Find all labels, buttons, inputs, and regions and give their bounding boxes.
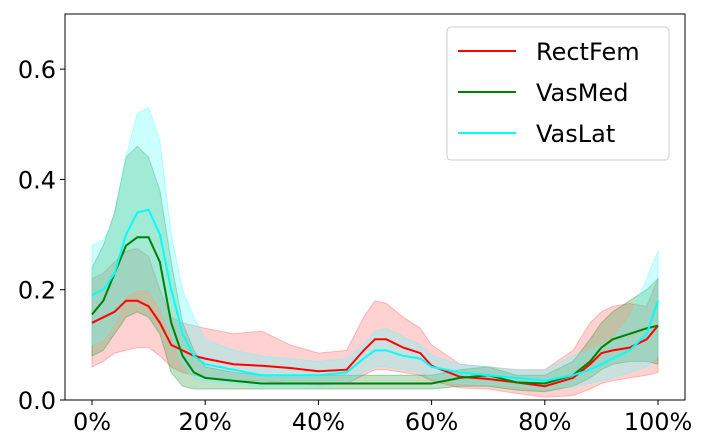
y-tick-label: 0.2 [18, 277, 56, 305]
plot-area-frame [64, 13, 686, 401]
legend-label-rectfem: RectFem [536, 38, 640, 66]
y-axis: 0.0 0.2 0.4 0.6 [18, 56, 65, 415]
y-tick-label: 0.6 [18, 56, 56, 84]
legend-label-vaslat: VasLat [536, 120, 615, 148]
x-tick-label: 60% [405, 408, 458, 436]
y-tick-label: 0.4 [18, 166, 56, 194]
x-tick-label: 20% [179, 408, 232, 436]
confidence-bands [91, 106, 659, 398]
y-tick-label: 0.0 [18, 387, 56, 415]
x-tick-label: 100% [624, 408, 693, 436]
band-vasmed [91, 145, 659, 393]
x-tick-label: 80% [518, 408, 571, 436]
x-tick-label: 0% [73, 408, 111, 436]
series-lines [91, 208, 659, 388]
band-vaslat [91, 106, 659, 390]
x-axis: 0% 20% 40% 60% 80% 100% [73, 400, 692, 436]
x-tick-label: 40% [292, 408, 345, 436]
line-rectfem [91, 299, 659, 388]
legend-label-vasmed: VasMed [536, 79, 628, 107]
line-vaslat [91, 208, 659, 382]
legend: RectFem VasMed VasLat [446, 26, 670, 161]
line-vasmed [91, 236, 659, 385]
legend-box [446, 26, 670, 161]
